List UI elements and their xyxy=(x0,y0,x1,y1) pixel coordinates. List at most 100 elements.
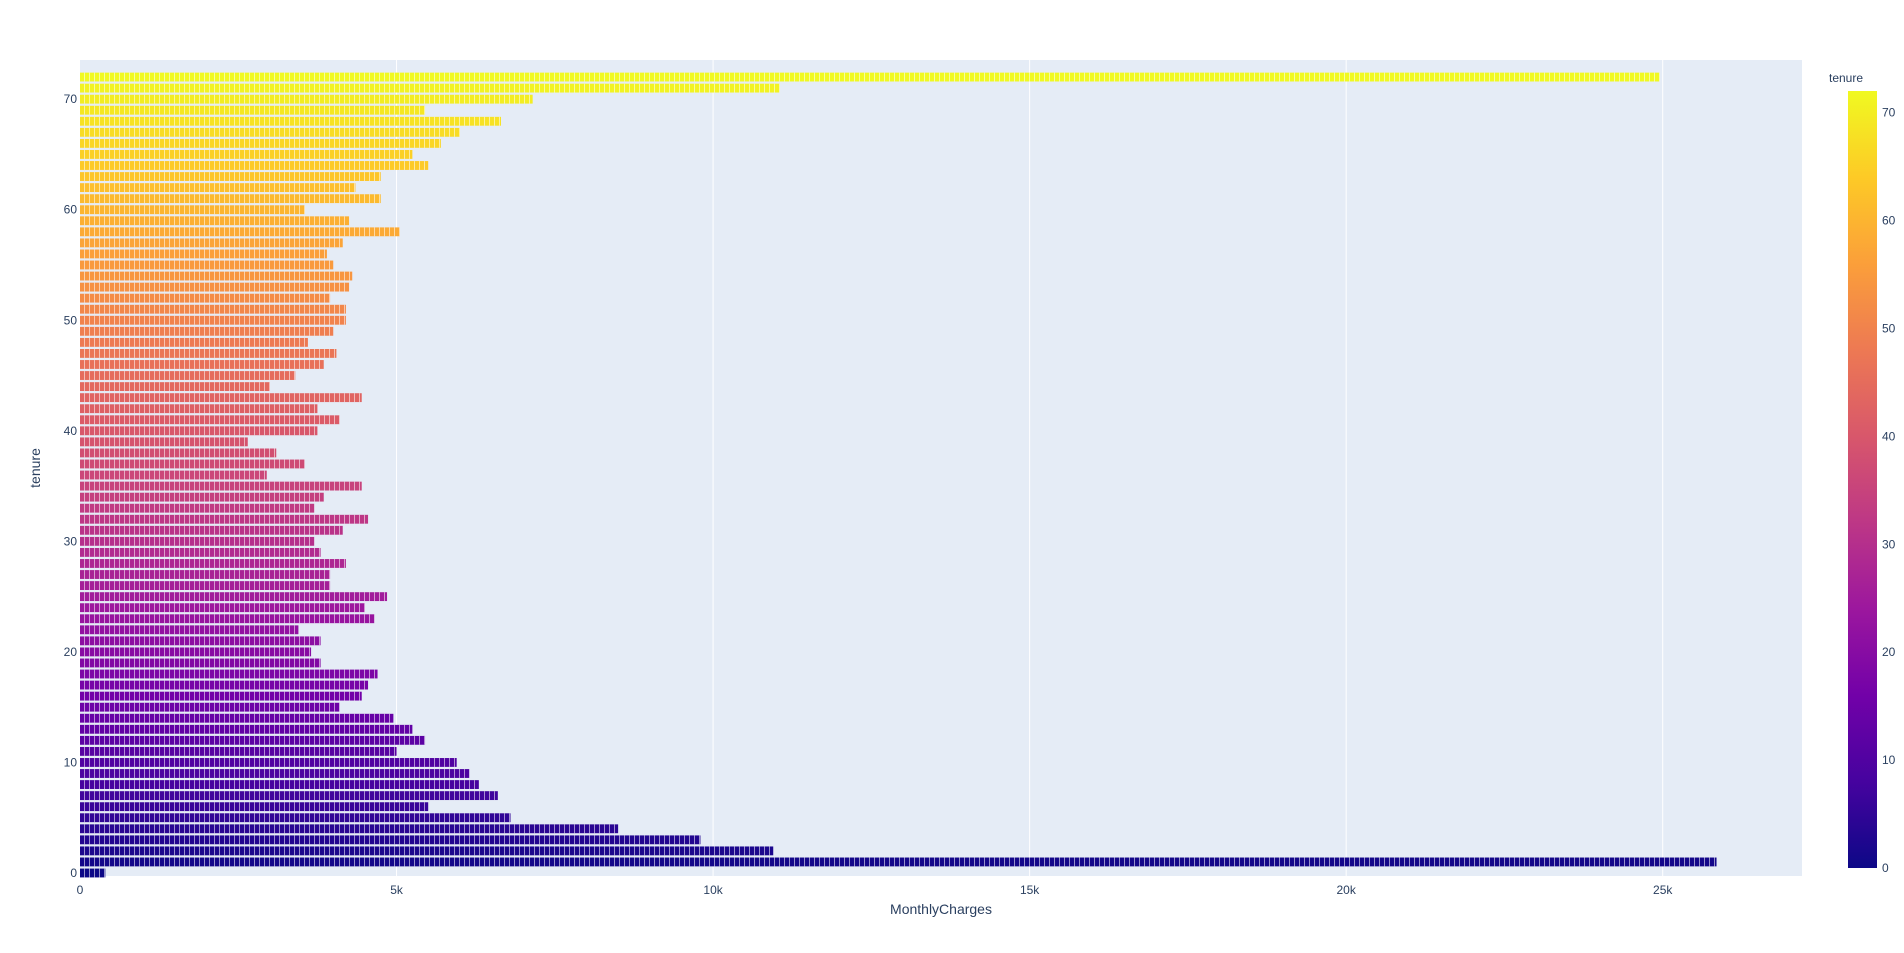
bar-tenure-26 xyxy=(80,581,331,590)
bar-tenure-34 xyxy=(80,492,324,502)
bar-tenure-18 xyxy=(80,669,378,679)
y-tick-label: 10 xyxy=(64,755,78,769)
y-tick-label: 60 xyxy=(64,203,78,217)
bar-tenure-38 xyxy=(80,448,277,458)
bar-tenure-50 xyxy=(80,315,346,325)
colorbar-tick-label: 10 xyxy=(1882,753,1896,767)
bar-tenure-16 xyxy=(80,691,362,701)
bar-tenure-71 xyxy=(80,83,780,93)
y-tick-label: 30 xyxy=(64,534,78,548)
bar-tenure-24 xyxy=(80,603,365,613)
bar-tenure-35 xyxy=(80,481,362,491)
bar-tenure-66 xyxy=(80,138,441,148)
bar-tenure-10 xyxy=(80,758,457,767)
x-tick-label: 5k xyxy=(390,883,404,897)
bar-tenure-47 xyxy=(80,349,337,358)
bar-tenure-56 xyxy=(80,249,327,259)
bar-tenure-48 xyxy=(80,337,308,347)
bar-tenure-31 xyxy=(80,525,343,535)
y-axis-title: tenure xyxy=(27,448,43,488)
bar-tenure-33 xyxy=(80,503,315,513)
bar-tenure-21 xyxy=(80,636,321,646)
bar-tenure-6 xyxy=(80,802,429,812)
bar-tenure-0 xyxy=(80,868,106,878)
colorbar: tenure 0 10 20 30 40 50 60 70 xyxy=(1829,71,1896,875)
colorbar-tick-labels: 0 10 20 30 40 50 60 70 xyxy=(1882,106,1896,875)
bar-tenure-30 xyxy=(80,536,315,546)
bar-tenure-42 xyxy=(80,404,318,414)
y-tick-label: 40 xyxy=(64,424,78,438)
bar-tenure-1 xyxy=(80,857,1717,867)
bars xyxy=(80,72,1717,878)
x-tick-label: 15k xyxy=(1020,883,1040,897)
bar-tenure-41 xyxy=(80,415,340,425)
bar-tenure-4 xyxy=(80,824,619,834)
bar-tenure-39 xyxy=(80,437,248,447)
bar-tenure-28 xyxy=(80,559,346,568)
bar-tenure-60 xyxy=(80,205,305,215)
bar-tenure-40 xyxy=(80,426,318,436)
bar-tenure-14 xyxy=(80,713,394,723)
bar-tenure-2 xyxy=(80,846,774,856)
colorbar-tick-label: 50 xyxy=(1882,321,1896,335)
bar-tenure-51 xyxy=(80,304,346,314)
y-tick-labels: 0 10 20 30 40 50 60 70 xyxy=(64,92,78,880)
bar-tenure-46 xyxy=(80,360,324,369)
bar-tenure-68 xyxy=(80,116,502,126)
bar-tenure-44 xyxy=(80,382,270,392)
x-tick-label: 10k xyxy=(703,883,723,897)
bar-tenure-64 xyxy=(80,161,429,170)
bar-tenure-15 xyxy=(80,702,340,712)
colorbar-tick-label: 40 xyxy=(1882,429,1896,443)
y-tick-label: 20 xyxy=(64,645,78,659)
bar-tenure-43 xyxy=(80,393,362,403)
y-tick-label: 50 xyxy=(64,313,78,327)
x-axis-title: MonthlyCharges xyxy=(890,901,992,917)
bar-tenure-12 xyxy=(80,735,426,745)
bar-tenure-54 xyxy=(80,271,353,281)
colorbar-tick-label: 30 xyxy=(1882,537,1896,551)
bar-tenure-65 xyxy=(80,150,413,159)
bar-tenure-29 xyxy=(80,547,321,557)
bar-tenure-3 xyxy=(80,835,701,845)
bar-tenure-32 xyxy=(80,514,369,524)
bar-tenure-17 xyxy=(80,680,369,690)
bar-tenure-59 xyxy=(80,216,350,226)
bar-tenure-20 xyxy=(80,647,312,657)
bar-tenure-69 xyxy=(80,105,426,115)
bar-tenure-63 xyxy=(80,172,381,181)
bar-tenure-11 xyxy=(80,746,397,756)
bar-tenure-49 xyxy=(80,326,334,336)
bar-tenure-36 xyxy=(80,470,267,480)
bar-tenure-70 xyxy=(80,94,533,104)
bar-tenure-23 xyxy=(80,614,375,624)
bar-tenure-45 xyxy=(80,371,296,380)
colorbar-tick-label: 20 xyxy=(1882,645,1896,659)
y-tick-label: 70 xyxy=(64,92,78,106)
bar-tenure-22 xyxy=(80,625,299,635)
x-tick-label: 25k xyxy=(1653,883,1673,897)
colorbar-tick-label: 70 xyxy=(1882,106,1896,120)
bar-tenure-37 xyxy=(80,459,305,469)
bar-tenure-61 xyxy=(80,194,381,204)
bar-tenure-27 xyxy=(80,570,331,579)
colorbar-gradient xyxy=(1848,91,1877,868)
bar-tenure-13 xyxy=(80,724,413,734)
bar-tenure-62 xyxy=(80,183,356,193)
x-tick-label: 0 xyxy=(77,883,84,897)
bar-tenure-9 xyxy=(80,769,470,778)
x-tick-labels: 0 5k 10k 15k 20k 25k xyxy=(77,883,1674,897)
bar-tenure-25 xyxy=(80,592,388,602)
bar-tenure-53 xyxy=(80,282,350,292)
bar-tenure-19 xyxy=(80,658,321,668)
bar-tenure-5 xyxy=(80,813,511,823)
bar-tenure-67 xyxy=(80,127,460,137)
colorbar-title: tenure xyxy=(1829,71,1863,85)
bar-tenure-7 xyxy=(80,791,498,801)
y-tick-label: 0 xyxy=(70,866,77,880)
bar-tenure-72 xyxy=(80,72,1660,82)
x-tick-label: 20k xyxy=(1336,883,1356,897)
bar-tenure-57 xyxy=(80,238,343,248)
bar-tenure-55 xyxy=(80,260,334,270)
